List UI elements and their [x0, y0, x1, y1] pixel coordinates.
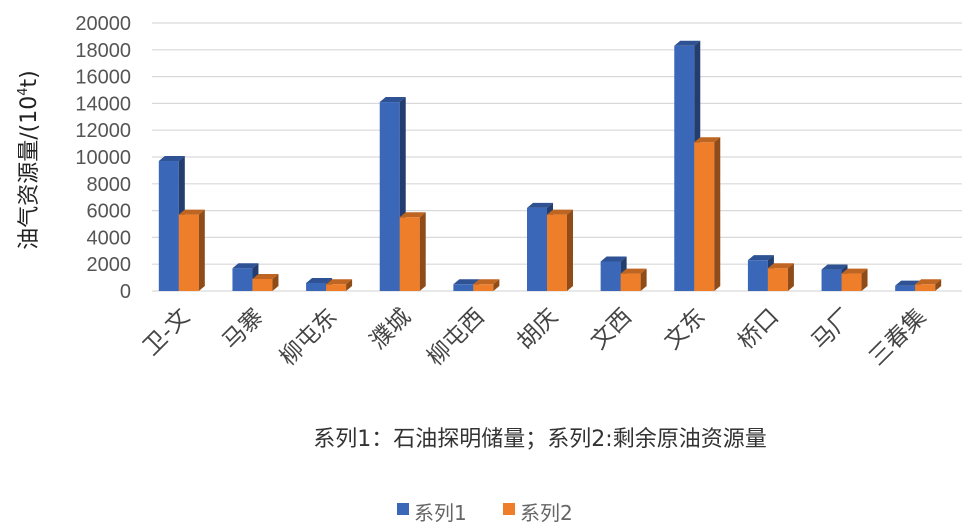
x-category-label: 三春集 — [864, 304, 931, 371]
bar-2-1 — [178, 209, 205, 291]
x-category-label: 马厂 — [807, 304, 858, 355]
bar-2-9 — [767, 263, 794, 291]
y-tick-label: 18000 — [75, 40, 131, 62]
x-category-label: 马寨 — [218, 304, 269, 355]
y-tick-label: 0 — [120, 281, 131, 303]
bar-2-4 — [399, 212, 426, 291]
y-axis-title: 油气资源量/(104t) — [16, 70, 42, 250]
y-tick-label: 4000 — [87, 227, 132, 249]
bar-2-8 — [694, 137, 721, 291]
x-category-label: 文东 — [660, 304, 711, 355]
y-axis-title-tail: t) — [17, 70, 42, 87]
y-axis-tick-labels: 0 2000 4000 6000 8000 10000 12000 14000 16000 180… — [75, 13, 131, 303]
y-tick-label: 16000 — [75, 67, 131, 89]
y-tick-label: 2000 — [87, 254, 132, 276]
bars — [158, 40, 942, 291]
legend-swatch — [397, 503, 409, 515]
y-axis-title-superscript: 4 — [16, 87, 31, 95]
bar-2-2 — [252, 273, 279, 291]
chart-caption: 系列1：石油探明储量；系列2:剩余原油资源量 — [313, 427, 766, 452]
x-category-label: 柳屯西 — [422, 304, 489, 371]
gridlines — [152, 22, 962, 292]
x-category-label: 桥口 — [733, 304, 784, 355]
legend-item-2: 系列2 — [503, 501, 573, 525]
y-tick-label: 8000 — [87, 174, 132, 196]
legend: 系列1 系列2 — [397, 501, 573, 525]
legend-label: 系列2 — [520, 501, 573, 525]
legend-label: 系列1 — [414, 501, 467, 525]
y-tick-label: 20000 — [75, 13, 131, 35]
bar-2-11 — [915, 279, 942, 291]
x-category-label: 濮城 — [365, 304, 416, 355]
legend-swatch — [503, 503, 515, 515]
x-category-label: 卫-文 — [138, 304, 195, 361]
x-axis-category-labels: 卫-文 马寨 柳屯东 濮城 柳屯西 胡庆 文西 文东 桥口 马厂 三春集 — [138, 304, 931, 371]
bar-2-7 — [620, 268, 647, 291]
bar-2-10 — [841, 268, 868, 291]
y-axis-title-main: 油气资源量/(10 — [17, 96, 42, 250]
legend-item-1: 系列1 — [397, 501, 467, 525]
x-category-label: 柳屯东 — [275, 304, 342, 371]
x-category-label: 胡庆 — [512, 304, 563, 355]
y-tick-label: 6000 — [87, 201, 132, 223]
bar-2-6 — [547, 209, 573, 291]
bar-2-5 — [473, 279, 500, 291]
y-tick-label: 10000 — [75, 147, 131, 169]
x-category-label: 文西 — [586, 304, 637, 355]
y-tick-label: 14000 — [75, 93, 131, 115]
y-tick-label: 12000 — [75, 120, 131, 142]
bar-2-3 — [326, 279, 353, 291]
